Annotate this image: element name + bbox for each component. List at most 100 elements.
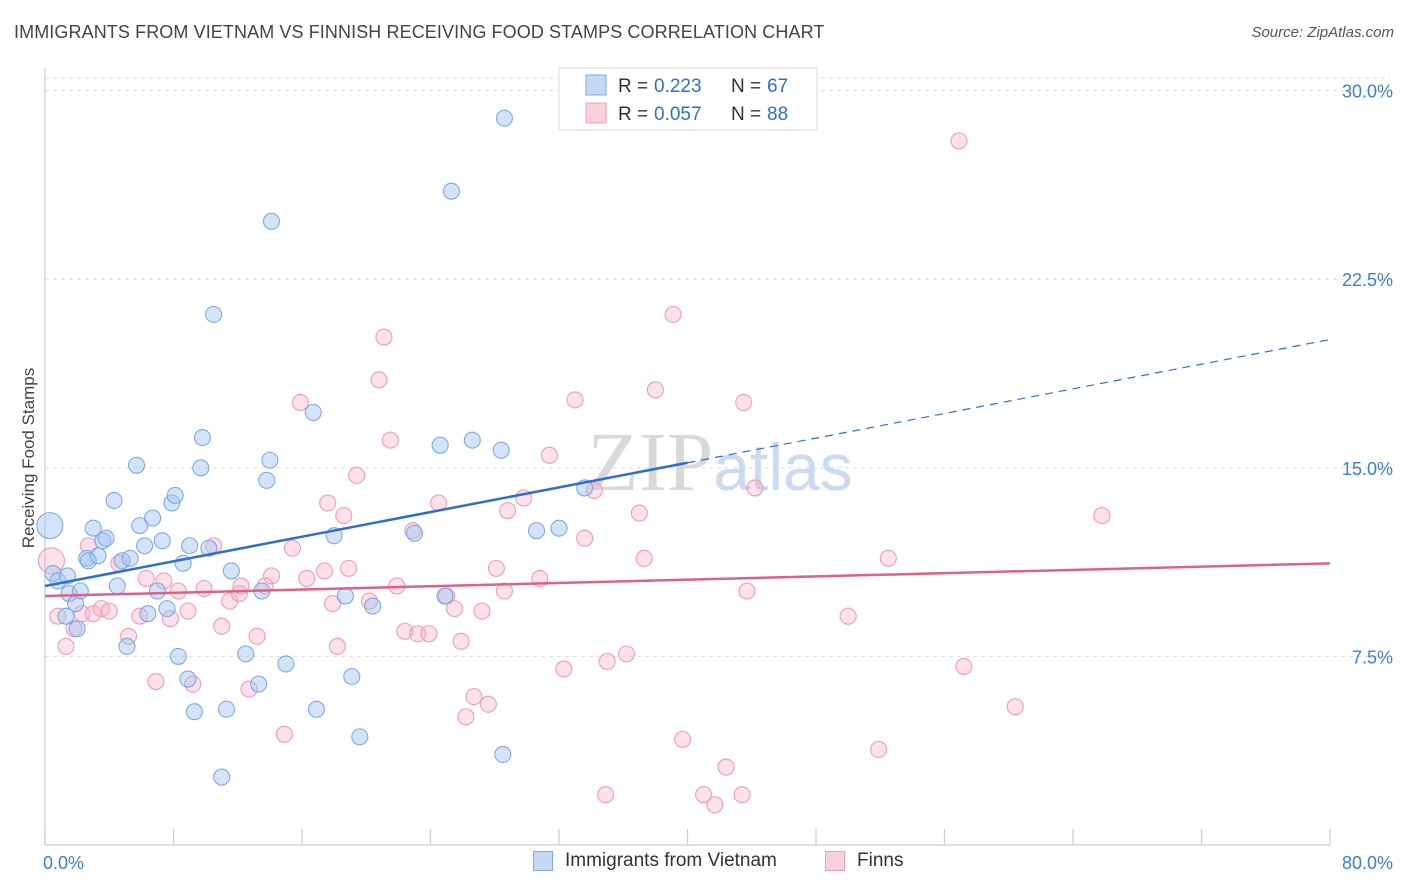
legend-swatch-vietnam-bottom xyxy=(533,851,553,871)
point-finns xyxy=(487,559,505,577)
point-finns xyxy=(381,431,399,449)
point-finns xyxy=(452,632,470,650)
legend-swatch-finns xyxy=(585,102,607,124)
point-vietnam xyxy=(158,600,176,618)
point-finns xyxy=(275,725,293,743)
point-finns xyxy=(248,627,266,645)
point-finns xyxy=(597,786,615,804)
legend-label-finns: Finns xyxy=(857,850,904,871)
point-finns xyxy=(335,507,353,525)
point-finns xyxy=(585,481,603,499)
point-vietnam xyxy=(213,768,231,786)
point-finns xyxy=(576,529,594,547)
point-finns xyxy=(706,796,724,814)
point-vietnam xyxy=(527,522,546,540)
point-vietnam xyxy=(222,562,240,580)
point-vietnam xyxy=(139,605,157,623)
point-finns xyxy=(630,504,648,522)
point-vietnam xyxy=(179,670,197,688)
legend-n-label-1: N = xyxy=(731,76,761,97)
point-finns xyxy=(179,602,197,620)
point-finns xyxy=(240,680,258,698)
point-vietnam xyxy=(351,728,369,746)
x-tick-label-max: 80.0% xyxy=(1342,853,1393,873)
legend-label-vietnam: Immigrants from Vietnam xyxy=(565,850,777,871)
point-vietnam xyxy=(84,519,102,537)
y-tick-label: 30.0% xyxy=(1342,82,1393,102)
point-finns xyxy=(473,602,491,620)
legend-r-value-1: 0.223 xyxy=(654,76,702,97)
legend-n-value-2: 88 xyxy=(767,104,788,125)
y-axis-label: Receiving Food Stamps xyxy=(19,368,38,548)
point-vietnam xyxy=(237,645,255,663)
point-finns xyxy=(479,695,497,713)
point-vietnam xyxy=(153,532,171,550)
source-label: Source: ZipAtlas.com xyxy=(1251,24,1394,41)
point-finns xyxy=(733,786,751,804)
point-finns xyxy=(566,391,584,409)
point-finns xyxy=(735,393,753,411)
point-finns xyxy=(262,567,281,585)
point-finns xyxy=(184,675,202,693)
point-vietnam xyxy=(60,584,78,603)
point-vietnam xyxy=(185,703,203,721)
point-vietnam xyxy=(144,509,162,527)
point-vietnam xyxy=(105,491,123,510)
point-vietnam xyxy=(78,549,96,567)
legend-item-finns: Finns xyxy=(825,850,903,872)
point-finns xyxy=(950,132,968,150)
point-vietnam xyxy=(192,459,210,477)
point-vietnam xyxy=(550,519,568,537)
point-vietnam xyxy=(128,456,146,474)
point-finns xyxy=(646,381,664,399)
legend-r-value-2: 0.057 xyxy=(654,104,702,125)
point-finns xyxy=(57,637,75,655)
tick-labels: 7.5% 15.0% 22.5% 30.0% 0.0% 80.0% xyxy=(43,82,1393,873)
point-finns xyxy=(495,582,513,600)
point-finns xyxy=(348,466,366,484)
point-vietnam xyxy=(494,745,512,764)
point-finns xyxy=(340,559,358,577)
legend-swatch-vietnam xyxy=(585,74,607,96)
point-finns xyxy=(465,688,483,706)
point-finns xyxy=(195,579,213,598)
point-finns xyxy=(499,501,517,520)
point-finns xyxy=(635,549,653,567)
point-finns xyxy=(147,672,165,691)
legend-bottom: Immigrants from Vietnam Finns xyxy=(0,850,1406,880)
point-vietnam xyxy=(89,547,107,565)
point-finns xyxy=(695,786,713,804)
point-vietnam xyxy=(121,549,139,567)
point-finns xyxy=(879,549,897,567)
point-vietnam xyxy=(277,655,295,673)
x-tick-label-min: 0.0% xyxy=(43,853,84,873)
point-vietnam xyxy=(463,431,481,449)
point-vietnam xyxy=(442,182,460,200)
legend-top: R = 0.223 N = 67 R = 0.057 N = 88 xyxy=(558,67,818,131)
point-finns xyxy=(955,657,973,676)
point-finns xyxy=(323,595,342,613)
point-vietnam xyxy=(166,486,184,504)
point-finns xyxy=(664,305,682,323)
point-vietnam xyxy=(250,675,268,693)
point-finns xyxy=(457,708,475,726)
point-finns xyxy=(298,569,316,587)
point-finns xyxy=(540,446,558,464)
point-finns xyxy=(717,758,735,776)
point-vietnam xyxy=(336,587,354,605)
point-finns xyxy=(870,740,888,758)
point-finns xyxy=(319,494,337,512)
trend-lines xyxy=(44,338,1331,598)
point-finns xyxy=(137,569,155,587)
point-vietnam xyxy=(262,212,281,230)
point-finns xyxy=(738,582,756,600)
point-vietnam xyxy=(57,607,75,625)
legend-r-label-1: R = xyxy=(618,76,648,97)
point-finns xyxy=(155,572,173,590)
point-finns xyxy=(161,610,179,628)
axes xyxy=(44,68,1331,846)
point-finns xyxy=(674,730,692,748)
point-vietnam xyxy=(97,529,115,547)
point-vietnam xyxy=(181,537,199,555)
